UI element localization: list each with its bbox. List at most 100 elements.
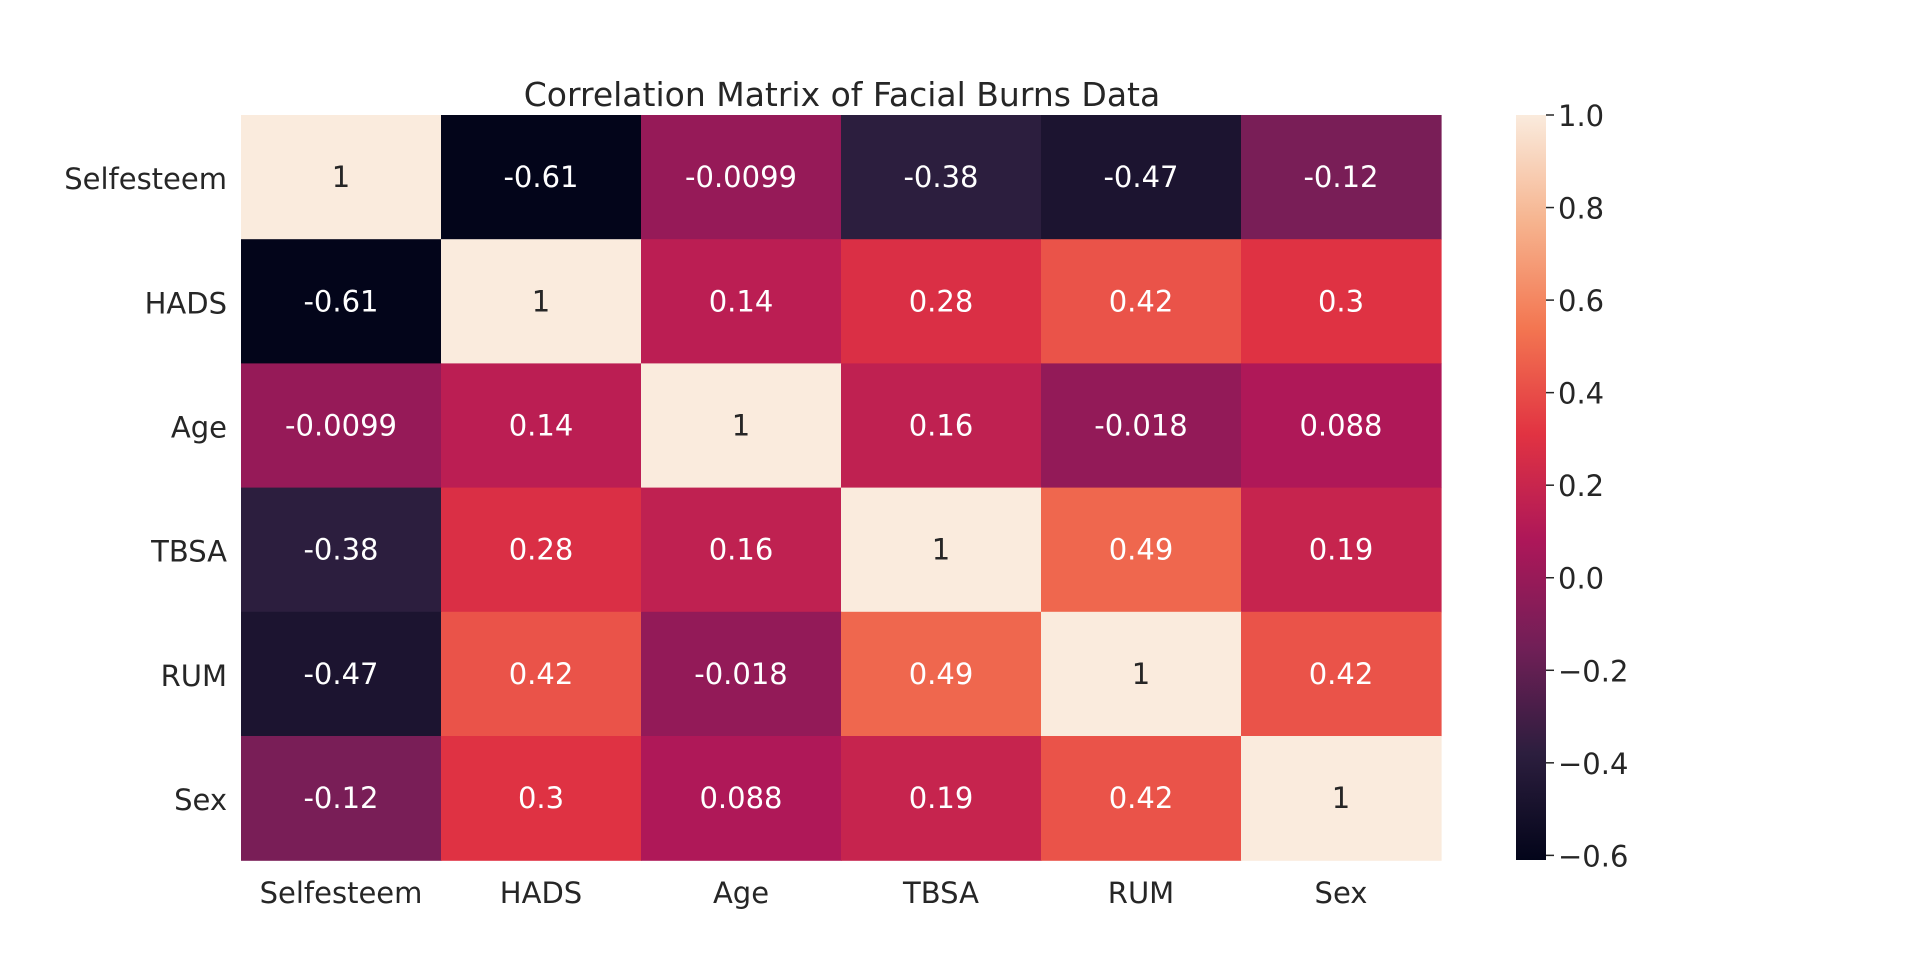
heatmap-cell (1241, 611, 1442, 737)
cell-value-label: 0.3 (1318, 284, 1364, 318)
cell-value-label: 1 (932, 533, 950, 567)
heatmap-cell (641, 611, 842, 737)
cell-value-label: 1 (1332, 781, 1350, 815)
cell-value-label: 0.14 (509, 409, 574, 443)
cell-value-label: -0.12 (303, 781, 378, 815)
colorbar-tick-label: 0.4 (1558, 377, 1604, 411)
cell-value-label: 0.42 (1109, 781, 1174, 815)
cell-value-label: 0.16 (709, 533, 774, 567)
cell-value-label: 0.19 (1309, 533, 1374, 567)
heatmap-cell (1241, 363, 1442, 489)
heatmap-cell (241, 115, 442, 240)
heatmap-cell (1041, 363, 1242, 489)
cell-value-label: 1 (532, 284, 550, 318)
heatmap-cell (441, 239, 642, 364)
colorbar-tick-label: 0.2 (1558, 469, 1604, 503)
heatmap-cells (241, 115, 1442, 861)
heatmap-cell (641, 487, 842, 613)
heatmap-cell (441, 115, 642, 240)
heatmap-cell (1241, 115, 1442, 240)
cell-value-label: 0.088 (1299, 409, 1382, 443)
cell-value-label: -0.018 (694, 657, 788, 691)
cell-value-label: -0.12 (1303, 160, 1378, 194)
heatmap-cell-labels: 1 -0.61 -0.0099 -0.38 -0.47 -0.12 -0.61 1 0.14 0.… (285, 160, 1382, 815)
colorbar-tick-label: −0.4 (1558, 747, 1628, 781)
cell-value-label: -0.61 (503, 160, 578, 194)
cell-value-label: -0.47 (303, 657, 378, 691)
heatmap-cell (841, 115, 1042, 240)
cell-value-label: -0.0099 (285, 409, 397, 443)
colorbar-ticks: 1.0 0.8 0.6 0.4 0.2 0.0 −0.2 −0.4 −0.6 (1546, 99, 1628, 873)
y-tick-label: Selfesteem (64, 162, 227, 196)
cell-value-label: 0.42 (1109, 284, 1174, 318)
heatmap-cell (1241, 736, 1442, 861)
heatmap-cell (241, 363, 442, 489)
heatmap-cell (1241, 487, 1442, 613)
y-tick-label: TBSA (150, 535, 227, 569)
cell-value-label: 1 (732, 409, 750, 443)
colorbar-tick-label: 0.6 (1558, 284, 1604, 318)
heatmap-cell (841, 487, 1042, 613)
colorbar-tick-label: 0.8 (1558, 192, 1604, 226)
heatmap-cell (1041, 239, 1242, 364)
heatmap-cell (241, 736, 442, 861)
chart-title: Correlation Matrix of Facial Burns Data (524, 75, 1160, 114)
heatmap-cell (1041, 487, 1242, 613)
heatmap-cell (1041, 115, 1242, 240)
cell-value-label: -0.38 (303, 533, 378, 567)
cell-value-label: 0.28 (509, 533, 574, 567)
cell-value-label: -0.38 (903, 160, 978, 194)
cell-value-label: 0.28 (909, 284, 974, 318)
heatmap-cell (241, 487, 442, 613)
heatmap-cell (841, 363, 1042, 489)
heatmap-cell (641, 239, 842, 364)
x-axis-tick-labels: Selfesteem HADS Age TBSA RUM Sex (260, 876, 1368, 910)
heatmap-cell (841, 611, 1042, 737)
y-axis-tick-labels: Selfesteem HADS Age TBSA RUM Sex (64, 162, 227, 817)
heatmap-cell (1041, 736, 1242, 861)
cell-value-label: 0.49 (909, 657, 974, 691)
heatmap-cell (441, 611, 642, 737)
cell-value-label: -0.61 (303, 284, 378, 318)
heatmap-cell (241, 611, 442, 737)
heatmap-cell (1041, 611, 1242, 737)
colorbar-tick-label: 1.0 (1558, 99, 1604, 133)
colorbar-gradient (1516, 115, 1546, 860)
y-tick-label: Sex (174, 783, 227, 817)
cell-value-label: 0.14 (709, 284, 774, 318)
colorbar-tick-label: −0.2 (1558, 654, 1628, 688)
cell-value-label: 1 (1132, 657, 1150, 691)
heatmap-cell (241, 239, 442, 364)
colorbar: 1.0 0.8 0.6 0.4 0.2 0.0 −0.2 −0.4 −0.6 (1516, 99, 1628, 873)
cell-value-label: 0.088 (699, 781, 782, 815)
y-tick-label: HADS (145, 286, 227, 320)
cell-value-label: 0.42 (509, 657, 574, 691)
cell-value-label: -0.47 (1103, 160, 1178, 194)
y-tick-label: Age (171, 411, 227, 445)
y-tick-label: RUM (161, 659, 227, 693)
cell-value-label: 0.19 (909, 781, 974, 815)
cell-value-label: 1 (332, 160, 350, 194)
cell-value-label: -0.0099 (685, 160, 797, 194)
heatmap-cell (641, 363, 842, 489)
heatmap-cell (841, 736, 1042, 861)
heatmap-cell (641, 115, 842, 240)
cell-value-label: 0.16 (909, 409, 974, 443)
x-tick-label: HADS (500, 876, 582, 910)
cell-value-label: 0.42 (1309, 657, 1374, 691)
x-tick-label: TBSA (902, 876, 979, 910)
cell-value-label: 0.3 (518, 781, 564, 815)
colorbar-tick-label: −0.6 (1558, 839, 1628, 873)
cell-value-label: 0.49 (1109, 533, 1174, 567)
x-tick-label: Age (713, 876, 769, 910)
colorbar-tick-label: 0.0 (1558, 562, 1604, 596)
heatmap-cell (641, 736, 842, 861)
heatmap-cell (441, 487, 642, 613)
x-tick-label: Sex (1315, 876, 1368, 910)
heatmap-cell (441, 736, 642, 861)
heatmap-cell (1241, 239, 1442, 364)
x-tick-label: RUM (1108, 876, 1174, 910)
heatmap-cell (441, 363, 642, 489)
heatmap-cell (841, 239, 1042, 364)
